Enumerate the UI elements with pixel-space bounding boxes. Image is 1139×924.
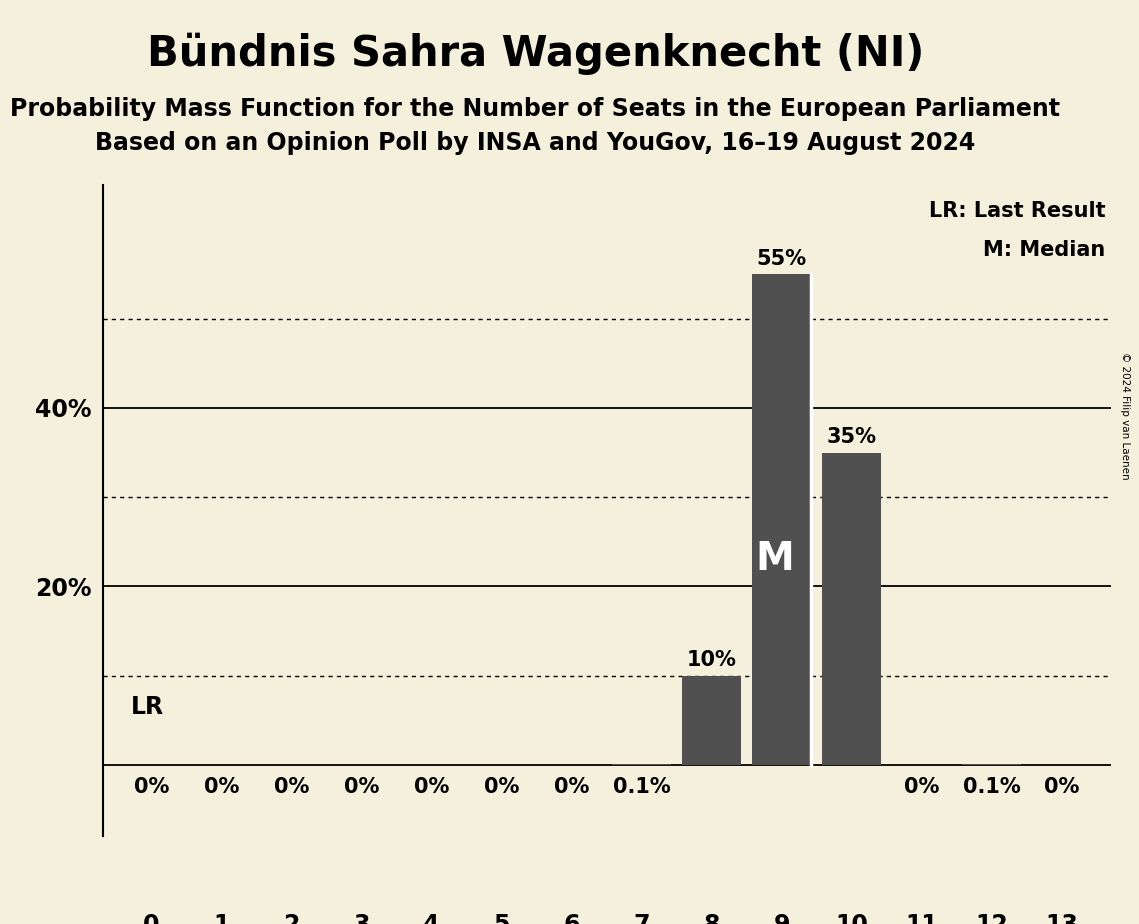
Text: LR: LR <box>131 695 164 719</box>
Text: Probability Mass Function for the Number of Seats in the European Parliament: Probability Mass Function for the Number… <box>10 97 1060 121</box>
Text: 10%: 10% <box>687 650 737 670</box>
Text: 0%: 0% <box>204 777 239 797</box>
Text: 0%: 0% <box>344 777 379 797</box>
Text: Bündnis Sahra Wagenknecht (NI): Bündnis Sahra Wagenknecht (NI) <box>147 32 924 75</box>
Text: 0.1%: 0.1% <box>613 777 671 797</box>
Bar <box>682 675 741 765</box>
Text: LR: Last Result: LR: Last Result <box>929 201 1106 221</box>
Text: 55%: 55% <box>756 249 806 269</box>
Text: 0%: 0% <box>554 777 589 797</box>
Text: 0%: 0% <box>484 777 519 797</box>
Text: M: M <box>755 540 794 578</box>
Text: © 2024 Filip van Laenen: © 2024 Filip van Laenen <box>1120 352 1130 480</box>
Text: 35%: 35% <box>827 427 877 447</box>
Bar <box>752 274 811 765</box>
Text: Based on an Opinion Poll by INSA and YouGov, 16–19 August 2024: Based on an Opinion Poll by INSA and You… <box>96 131 975 155</box>
Text: M: Median: M: Median <box>983 240 1106 261</box>
Text: 0%: 0% <box>1043 777 1080 797</box>
Text: 0.1%: 0.1% <box>962 777 1021 797</box>
Text: 0%: 0% <box>904 777 940 797</box>
Bar <box>821 453 882 765</box>
Text: 0%: 0% <box>133 777 170 797</box>
Text: 0%: 0% <box>413 777 449 797</box>
Text: 0%: 0% <box>273 777 309 797</box>
